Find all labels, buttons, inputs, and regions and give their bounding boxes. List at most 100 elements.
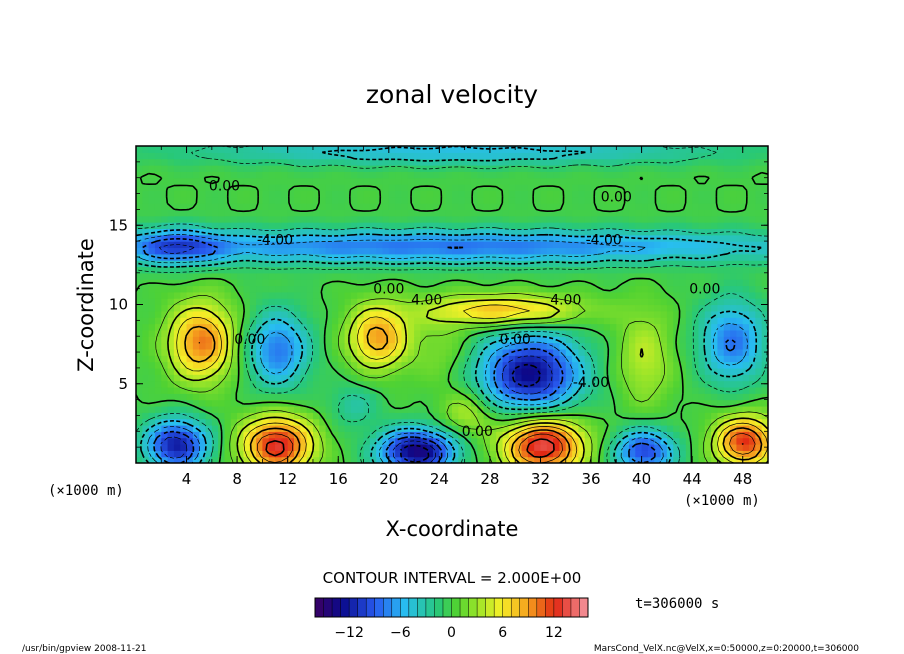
- heatmap-cell: [679, 285, 687, 293]
- heatmap-cell: [654, 323, 662, 331]
- heatmap-cell: [496, 386, 504, 394]
- heatmap-cell: [711, 222, 719, 230]
- heatmap-cell: [508, 215, 516, 223]
- heatmap-cell: [395, 298, 403, 306]
- heatmap-cell: [211, 304, 219, 312]
- heatmap-cell: [654, 253, 662, 261]
- heatmap-cell: [628, 171, 636, 179]
- heatmap-cell: [572, 437, 579, 445]
- heatmap-cell: [730, 253, 737, 261]
- heatmap-cell: [148, 291, 156, 299]
- heatmap-cell: [673, 241, 681, 249]
- heatmap-cell: [534, 348, 542, 356]
- heatmap-cell: [167, 431, 175, 439]
- heatmap-cell: [723, 190, 731, 198]
- heatmap-cell: [167, 190, 175, 198]
- heatmap-cell: [395, 355, 403, 363]
- heatmap-cell: [660, 450, 668, 458]
- heatmap-cell: [483, 304, 491, 312]
- heatmap-cell: [218, 203, 226, 210]
- heatmap-cell: [452, 247, 459, 255]
- heatmap-cell: [136, 203, 143, 210]
- heatmap-cell: [369, 215, 377, 223]
- heatmap-cell: [414, 367, 421, 375]
- heatmap-cell: [540, 247, 548, 255]
- heatmap-cell: [376, 241, 384, 249]
- heatmap-cell: [230, 165, 238, 172]
- heatmap-cell: [268, 456, 276, 463]
- heatmap-cell: [287, 285, 295, 293]
- heatmap-cell: [458, 336, 466, 344]
- heatmap-cell: [736, 253, 744, 261]
- heatmap-cell: [515, 399, 523, 407]
- heatmap-cell: [414, 285, 421, 293]
- heatmap-cell: [470, 228, 478, 236]
- heatmap-cell: [521, 374, 529, 382]
- heatmap-cell: [736, 228, 744, 236]
- heatmap-cell: [186, 329, 194, 337]
- heatmap-cell: [711, 437, 719, 445]
- heatmap-cell: [723, 215, 731, 223]
- heatmap-cell: [363, 247, 371, 255]
- heatmap-cell: [508, 222, 516, 230]
- heatmap-cell: [173, 456, 181, 463]
- heatmap-cell: [414, 215, 421, 223]
- heatmap-cell: [420, 329, 428, 337]
- heatmap-cell: [679, 247, 687, 255]
- heatmap-cell: [268, 152, 276, 160]
- heatmap-cell: [186, 405, 194, 413]
- heatmap-cell: [243, 234, 251, 242]
- heatmap-cell: [268, 171, 276, 179]
- heatmap-cell: [268, 279, 276, 287]
- heatmap-cell: [420, 355, 428, 363]
- heatmap-cell: [426, 405, 434, 413]
- heatmap-cell: [407, 380, 415, 388]
- heatmap-cell: [749, 348, 756, 356]
- heatmap-cell: [704, 380, 712, 388]
- heatmap-cell: [628, 380, 636, 388]
- heatmap-cell: [249, 374, 257, 382]
- heatmap-cell: [173, 348, 181, 356]
- heatmap-cell: [268, 304, 276, 312]
- heatmap-cell: [287, 146, 295, 153]
- heatmap-cell: [508, 285, 516, 293]
- heatmap-cell: [237, 291, 245, 299]
- heatmap-cell: [218, 386, 226, 394]
- heatmap-cell: [559, 171, 567, 179]
- heatmap-cell: [584, 203, 592, 210]
- heatmap-cell: [237, 209, 245, 217]
- heatmap-cell: [300, 437, 308, 445]
- heatmap-cell: [660, 196, 668, 204]
- heatmap-cell: [262, 222, 270, 230]
- heatmap-cell: [704, 348, 712, 356]
- heatmap-cell: [742, 165, 750, 172]
- heatmap-cell: [224, 317, 232, 325]
- heatmap-cell: [540, 443, 548, 451]
- heatmap-cell: [218, 279, 226, 287]
- heatmap-cell: [666, 361, 674, 369]
- heatmap-cell: [148, 266, 156, 274]
- heatmap-cell: [357, 431, 365, 439]
- heatmap-cell: [281, 228, 289, 236]
- heatmap-cell: [496, 310, 504, 318]
- heatmap-cell: [148, 323, 156, 331]
- heatmap-cell: [154, 374, 162, 382]
- heatmap-cell: [565, 329, 573, 337]
- heatmap-cell: [527, 190, 535, 198]
- heatmap-cell: [224, 247, 232, 255]
- heatmap-cell: [319, 304, 327, 312]
- heatmap-cell: [641, 279, 649, 287]
- heatmap-cell: [597, 203, 605, 210]
- heatmap-cell: [565, 253, 573, 261]
- heatmap-cell: [692, 222, 700, 230]
- heatmap-cell: [338, 190, 346, 198]
- heatmap-cell: [205, 437, 213, 445]
- heatmap-cell: [357, 399, 365, 407]
- heatmap-cell: [420, 405, 428, 413]
- heatmap-cell: [173, 260, 181, 268]
- heatmap-cell: [742, 241, 750, 249]
- heatmap-cell: [483, 386, 491, 394]
- heatmap-cell: [388, 228, 396, 236]
- heatmap-cell: [420, 184, 428, 191]
- heatmap-cell: [357, 260, 365, 268]
